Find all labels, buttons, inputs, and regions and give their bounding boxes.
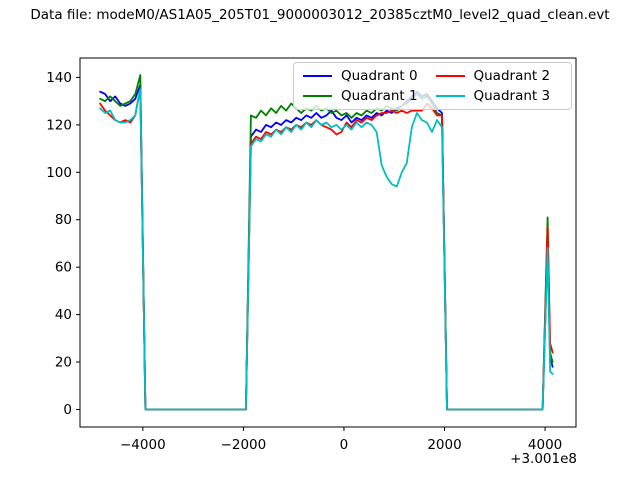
x-tick-label: −4000	[120, 437, 166, 453]
series-line-quadrant-0	[99, 83, 554, 411]
y-tick-label: 40	[55, 307, 72, 323]
y-tick-label: 100	[46, 165, 72, 181]
series-line-quadrant-1	[99, 74, 554, 411]
line-swatch-quadrant-2	[435, 75, 465, 77]
y-tick-label: 80	[55, 212, 72, 228]
x-tick-label: −2000	[221, 437, 267, 453]
x-tick-label: 4000	[528, 437, 562, 453]
x-tick-label: 0	[340, 437, 349, 453]
axes-frame	[79, 57, 577, 428]
legend-label-quadrant-2: Quadrant 2	[473, 68, 551, 84]
y-tick-label: 140	[46, 70, 72, 86]
legend-entry-quadrant-3: Quadrant 3	[435, 88, 563, 104]
legend-entry-quadrant-1: Quadrant 1	[303, 88, 430, 104]
y-tick-label: 0	[63, 402, 72, 418]
y-tick-label: 120	[46, 117, 72, 133]
legend-label-quadrant-3: Quadrant 3	[473, 88, 551, 104]
plot-title: Data file: modeM0/AS1A05_205T01_90000030…	[30, 7, 610, 23]
legend-label-quadrant-1: Quadrant 1	[341, 88, 418, 104]
legend-entry-quadrant-2: Quadrant 2	[435, 68, 563, 84]
x-axis-offset-text: +3.001e8	[510, 451, 577, 467]
legend: Quadrant 0 Quadrant 1 Quadrant 2 Quadran…	[293, 62, 572, 110]
legend-entry-quadrant-0: Quadrant 0	[303, 68, 430, 84]
series-line-quadrant-2	[99, 90, 554, 411]
y-tick-label: 20	[55, 355, 72, 371]
legend-label-quadrant-0: Quadrant 0	[341, 68, 418, 84]
line-swatch-quadrant-0	[303, 75, 332, 77]
line-swatch-quadrant-1	[303, 95, 332, 97]
series-lines	[99, 74, 554, 411]
x-tick-label: 2000	[427, 437, 461, 453]
series-line-quadrant-3	[99, 88, 554, 411]
y-tick-label: 60	[55, 260, 72, 276]
axis-ticks: −4000 −2000 0 2000 4000 0 20 40 60 80 100 120 140	[46, 70, 562, 453]
line-swatch-quadrant-3	[435, 95, 465, 97]
